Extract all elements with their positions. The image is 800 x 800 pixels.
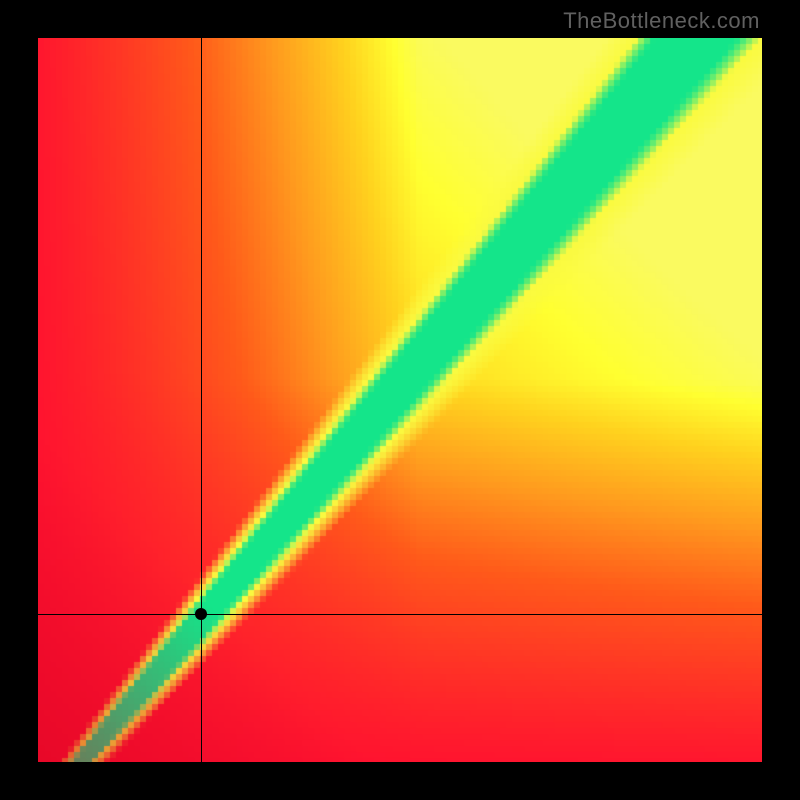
heatmap-canvas [38, 38, 762, 762]
chart-container: TheBottleneck.com [0, 0, 800, 800]
plot-area [38, 38, 762, 762]
crosshair-vertical [201, 38, 202, 762]
marker-dot [195, 608, 207, 620]
watermark-text: TheBottleneck.com [563, 8, 760, 34]
crosshair-horizontal [38, 614, 762, 615]
